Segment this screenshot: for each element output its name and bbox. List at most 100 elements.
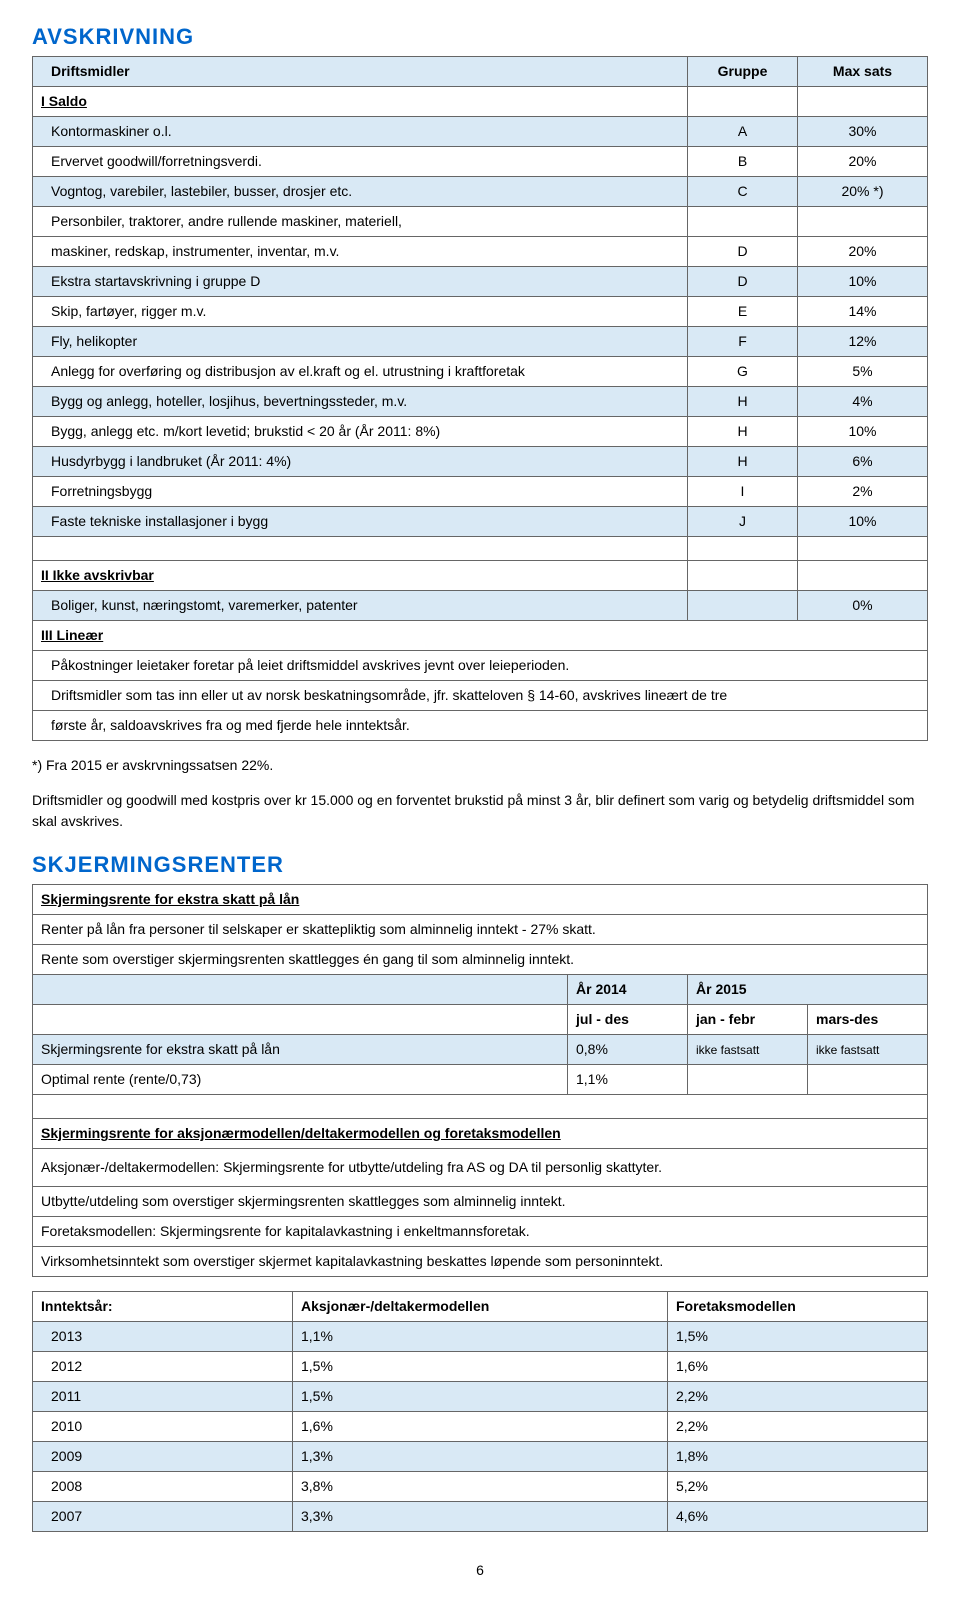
sub1-line1: Renter på lån fra personer til selskaper… — [33, 915, 928, 945]
row-sats: 5% — [798, 357, 928, 387]
avskrivning-table: Driftsmidler Gruppe Max sats I Saldo Kon… — [32, 56, 928, 741]
cell-empty — [33, 975, 568, 1005]
row-gruppe: D — [688, 237, 798, 267]
row-sats: 0% — [798, 591, 928, 621]
row-gruppe: D — [688, 267, 798, 297]
cell-empty — [798, 561, 928, 591]
row-c2 — [688, 1065, 808, 1095]
sub2-line2: Utbytte/utdeling som overstiger skjermin… — [33, 1187, 928, 1217]
row-sats — [798, 207, 928, 237]
row-sats: 20% *) — [798, 177, 928, 207]
row-c2: ikke fastsatt — [688, 1035, 808, 1065]
row-label: Kontormaskiner o.l. — [33, 117, 688, 147]
row-label: Personbiler, traktorer, andre rullende m… — [33, 207, 688, 237]
skjerming-table-2: Inntektsår: Aksjonær-/deltakermodellen F… — [32, 1291, 928, 1532]
row-year: 2013 — [33, 1322, 293, 1352]
row-sats: 10% — [798, 267, 928, 297]
header-aksjonar: Aksjonær-/deltakermodellen — [293, 1292, 668, 1322]
row-gruppe: C — [688, 177, 798, 207]
row-label: Forretningsbygg — [33, 477, 688, 507]
row-gruppe: F — [688, 327, 798, 357]
row-aksj: 1,1% — [293, 1322, 668, 1352]
row-label: Anlegg for overføring og distribusjon av… — [33, 357, 688, 387]
row-gruppe: G — [688, 357, 798, 387]
header-year-2014: År 2014 — [568, 975, 688, 1005]
row-gruppe: B — [688, 147, 798, 177]
row-c3: ikke fastsatt — [808, 1035, 928, 1065]
row-sats: 10% — [798, 417, 928, 447]
header-year-2015: År 2015 — [688, 975, 928, 1005]
sub2-line3: Foretaksmodellen: Skjermingsrente for ka… — [33, 1217, 928, 1247]
sub2-line4: Virksomhetsinntekt som overstiger skjerm… — [33, 1247, 928, 1277]
cell-empty — [33, 1095, 928, 1119]
row-label: Vogntog, varebiler, lastebiler, busser, … — [33, 177, 688, 207]
row-label: Bygg og anlegg, hoteller, losjihus, beve… — [33, 387, 688, 417]
row-aksj: 1,3% — [293, 1442, 668, 1472]
row-c1: 1,1% — [568, 1065, 688, 1095]
cell-empty — [798, 537, 928, 561]
row-sats: 4% — [798, 387, 928, 417]
row-gruppe: I — [688, 477, 798, 507]
sub1-heading: Skjermingsrente for ekstra skatt på lån — [33, 885, 928, 915]
row-foretak: 2,2% — [668, 1382, 928, 1412]
linear-para-3: første år, saldoavskrives fra og med fje… — [33, 711, 928, 741]
row-foretak: 2,2% — [668, 1412, 928, 1442]
header-foretak: Foretaksmodellen — [668, 1292, 928, 1322]
row-label: Fly, helikopter — [33, 327, 688, 357]
cell-empty — [688, 87, 798, 117]
footnote-asterisk: *) Fra 2015 er avskrvningssatsen 22%. — [32, 755, 928, 776]
row-year: 2010 — [33, 1412, 293, 1442]
row-sats: 2% — [798, 477, 928, 507]
section-iii-linear: III Lineær — [33, 621, 928, 651]
header-driftsmidler: Driftsmidler — [33, 57, 688, 87]
row-sats: 12% — [798, 327, 928, 357]
row-sats: 10% — [798, 507, 928, 537]
section-title-skjerming: SKJERMINGSRENTER — [32, 852, 928, 878]
page-number: 6 — [32, 1562, 928, 1578]
row-label: Boliger, kunst, næringstomt, varemerker,… — [33, 591, 688, 621]
sub1-line2: Rente som overstiger skjermingsrenten sk… — [33, 945, 928, 975]
sub2-heading: Skjermingsrente for aksjonærmodellen/del… — [33, 1119, 928, 1149]
row-foretak: 1,8% — [668, 1442, 928, 1472]
row-gruppe — [688, 207, 798, 237]
row-year: 2007 — [33, 1502, 293, 1532]
row-label: maskiner, redskap, instrumenter, inventa… — [33, 237, 688, 267]
row-sats: 6% — [798, 447, 928, 477]
row-sats: 30% — [798, 117, 928, 147]
header-janfeb: jan - febr — [688, 1005, 808, 1035]
row-c1: 0,8% — [568, 1035, 688, 1065]
row-aksj: 3,8% — [293, 1472, 668, 1502]
sub2-line1: Aksjonær-/deltakermodellen: Skjermingsre… — [33, 1149, 928, 1187]
row-label: Skip, fartøyer, rigger m.v. — [33, 297, 688, 327]
section-ii-ikke-avskrivbar: II Ikke avskrivbar — [33, 561, 688, 591]
section-i-saldo: I Saldo — [33, 87, 688, 117]
row-aksj: 3,3% — [293, 1502, 668, 1532]
cell-empty — [688, 537, 798, 561]
row-label: Ekstra startavskrivning i gruppe D — [33, 267, 688, 297]
row-label: Skjermingsrente for ekstra skatt på lån — [33, 1035, 568, 1065]
row-gruppe: E — [688, 297, 798, 327]
row-label: Faste tekniske installasjoner i bygg — [33, 507, 688, 537]
cell-empty — [33, 1005, 568, 1035]
cell-empty — [688, 561, 798, 591]
header-juldes: jul - des — [568, 1005, 688, 1035]
row-label: Optimal rente (rente/0,73) — [33, 1065, 568, 1095]
row-label: Ervervet goodwill/forretningsverdi. — [33, 147, 688, 177]
row-label: Bygg, anlegg etc. m/kort levetid; brukst… — [33, 417, 688, 447]
row-year: 2009 — [33, 1442, 293, 1472]
row-sats: 14% — [798, 297, 928, 327]
row-aksj: 1,5% — [293, 1352, 668, 1382]
row-label: Husdyrbygg i landbruket (År 2011: 4%) — [33, 447, 688, 477]
linear-para-2: Driftsmidler som tas inn eller ut av nor… — [33, 681, 928, 711]
row-gruppe: H — [688, 387, 798, 417]
row-foretak: 5,2% — [668, 1472, 928, 1502]
header-maxsats: Max sats — [798, 57, 928, 87]
cell-empty — [688, 591, 798, 621]
section-title-avskrivning: AVSKRIVNING — [32, 24, 928, 50]
cell-empty — [33, 537, 688, 561]
row-gruppe: H — [688, 417, 798, 447]
row-gruppe: J — [688, 507, 798, 537]
row-aksj: 1,5% — [293, 1382, 668, 1412]
row-gruppe: A — [688, 117, 798, 147]
row-gruppe: H — [688, 447, 798, 477]
